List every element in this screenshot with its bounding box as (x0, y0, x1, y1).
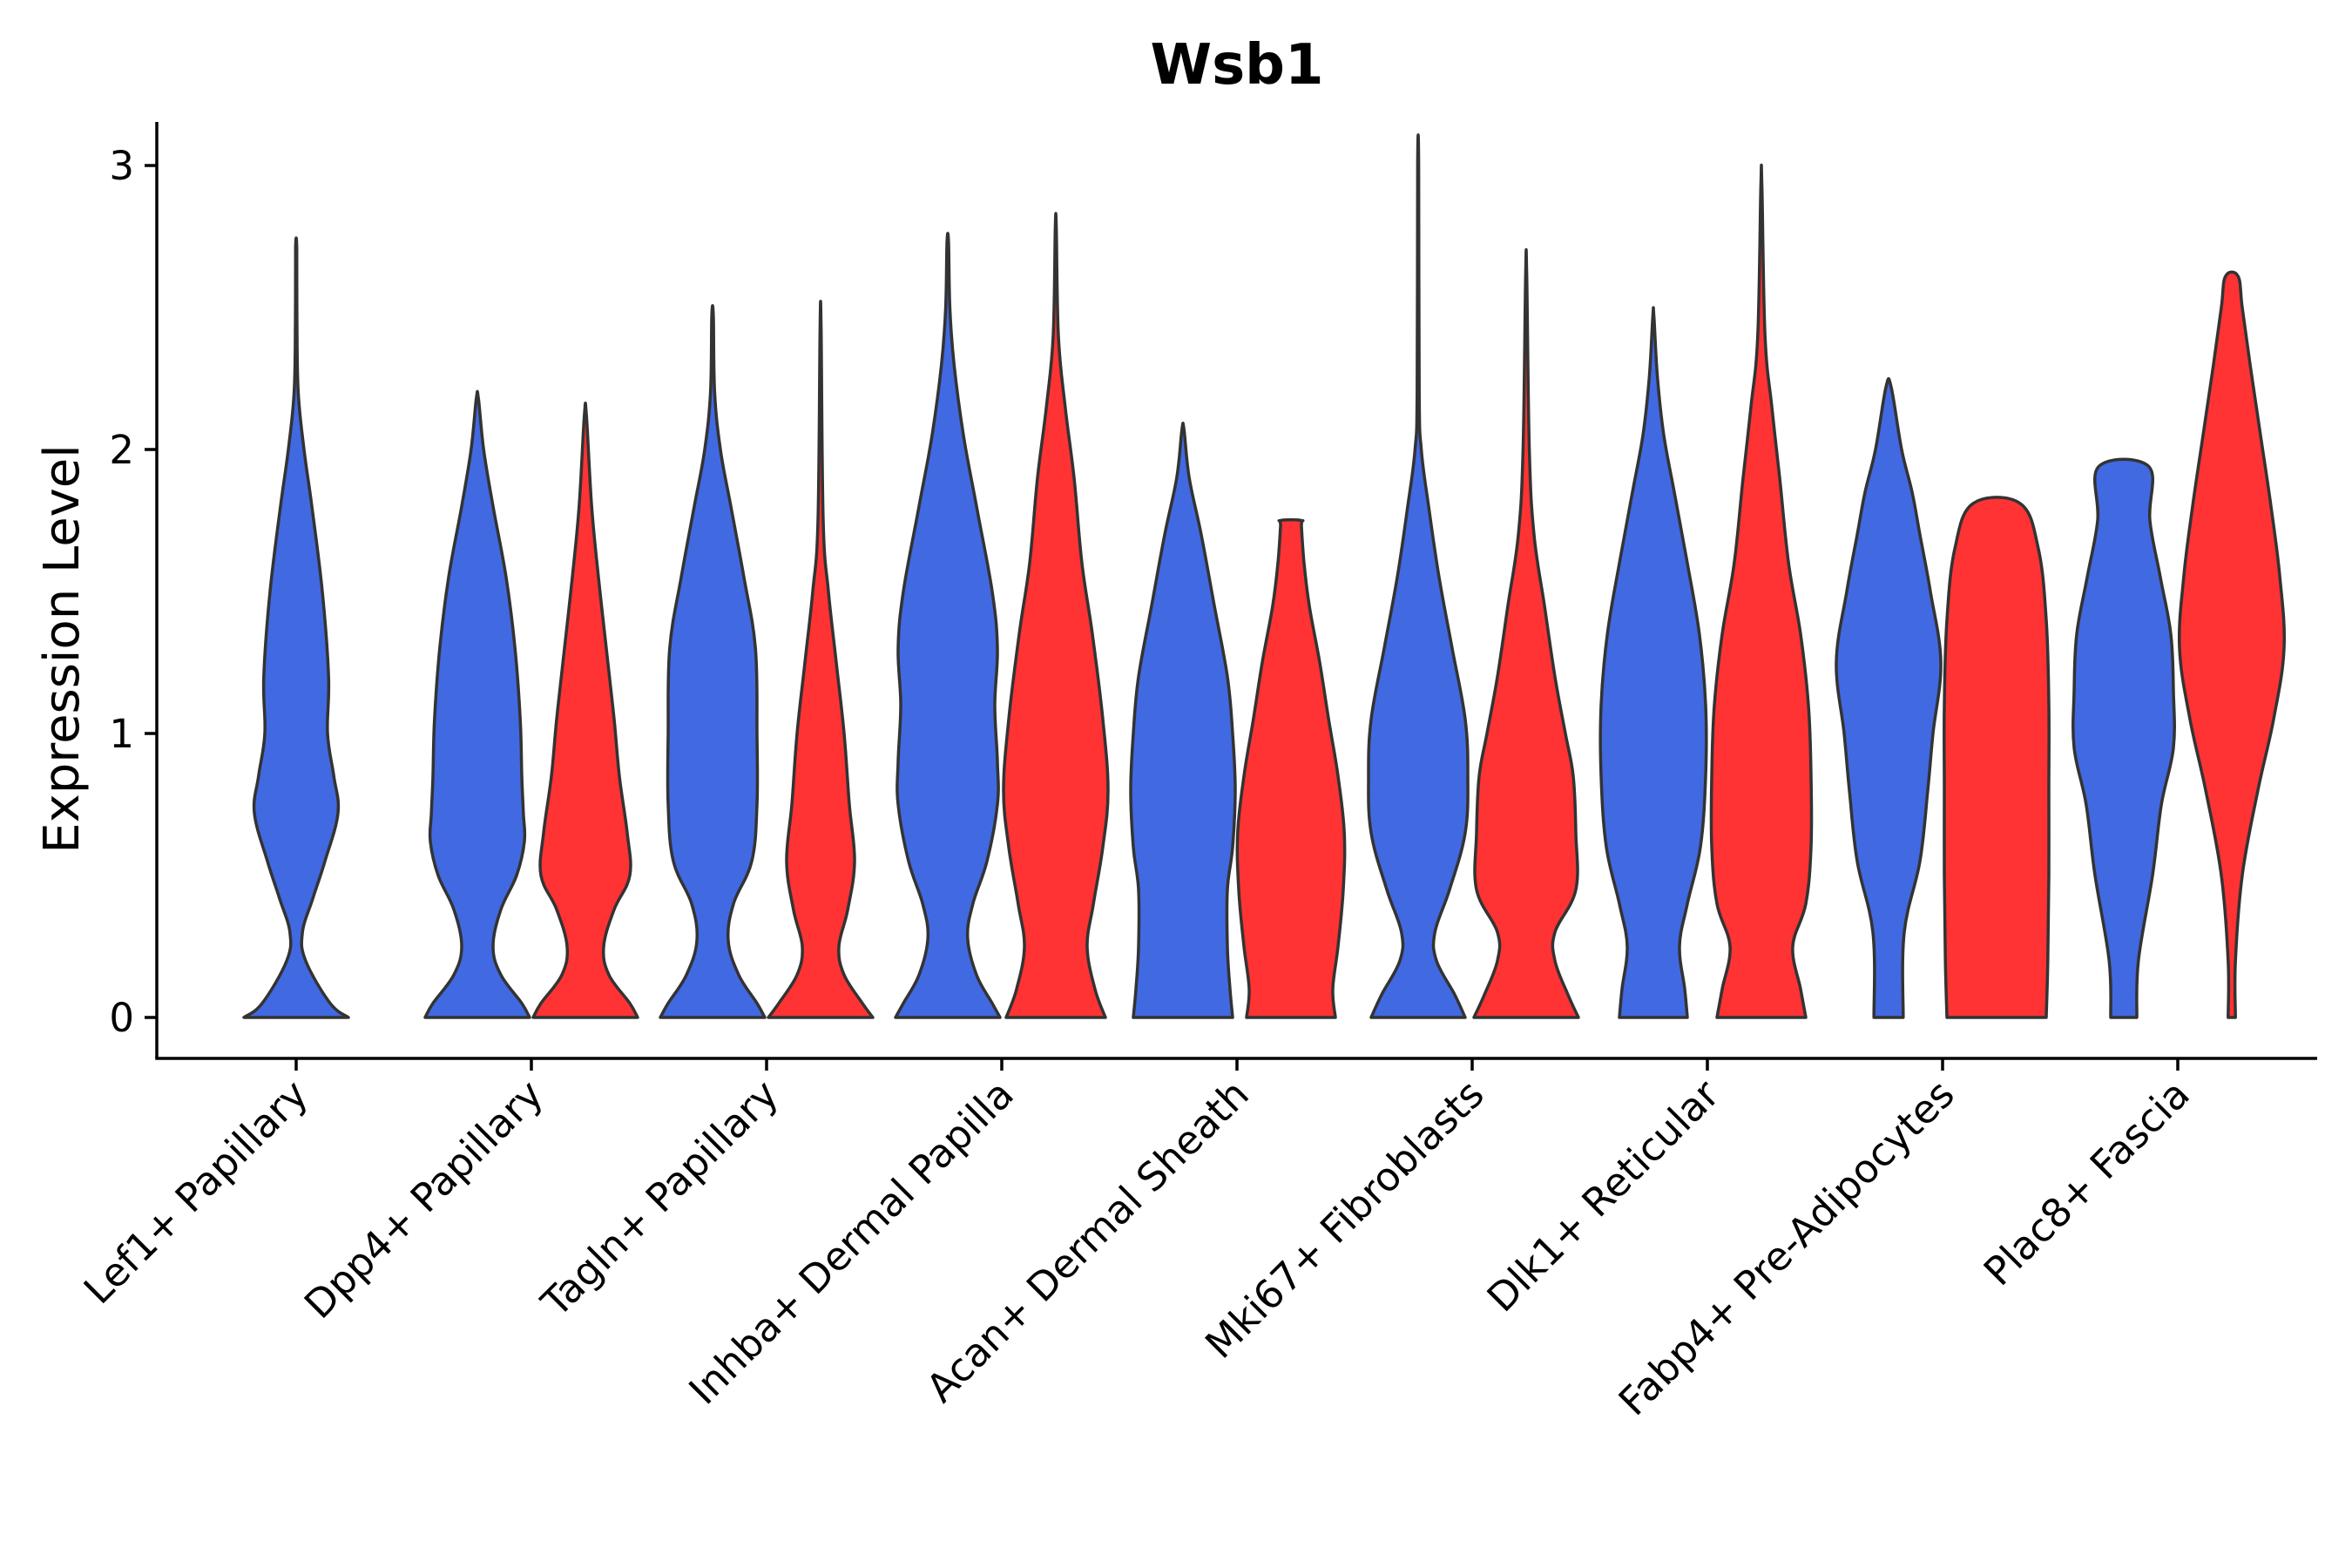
y-tick-label: 1 (109, 711, 134, 757)
x-tick-label: Dpp4+ Papillary (295, 1071, 552, 1328)
y-axis-label: Expression Level (34, 444, 91, 854)
violin-group-2-3 (767, 300, 875, 1019)
violin-group-2-5 (1235, 517, 1347, 1019)
violin-group-2-6 (1472, 248, 1580, 1019)
chart-title: Wsb1 (1150, 33, 1323, 98)
violin-group-2-2 (531, 402, 639, 1019)
x-tick-label: Tagln+ Papillary (532, 1071, 787, 1326)
violin-group-1-4 (894, 232, 1002, 1019)
violin-group-1-7 (1598, 306, 1708, 1019)
violin-group-1-5 (1129, 421, 1237, 1019)
y-tick-label: 3 (109, 143, 134, 189)
x-tick-label: Plac8+ Fascia (1975, 1071, 2199, 1294)
violin-group-2-4 (1002, 212, 1110, 1019)
violin-layer (242, 133, 2287, 1019)
violin-group-2-8 (1943, 496, 2051, 1019)
violin-group-1-1 (242, 236, 350, 1019)
violin-group-2-7 (1709, 163, 1814, 1019)
violin-group-2-9 (2177, 270, 2287, 1019)
violin-group-1-9 (2072, 457, 2176, 1019)
violin-group-1-6 (1367, 133, 1470, 1019)
x-tick-label: Dlk1+ Reticular (1478, 1071, 1728, 1321)
y-tick-label: 0 (109, 995, 134, 1041)
x-tick-label: Lef1+ Papillary (75, 1071, 317, 1313)
y-tick-label: 2 (109, 427, 134, 473)
violin-group-1-8 (1835, 376, 1943, 1019)
violin-group-1-2 (423, 389, 531, 1019)
violin-group-1-3 (659, 304, 767, 1019)
